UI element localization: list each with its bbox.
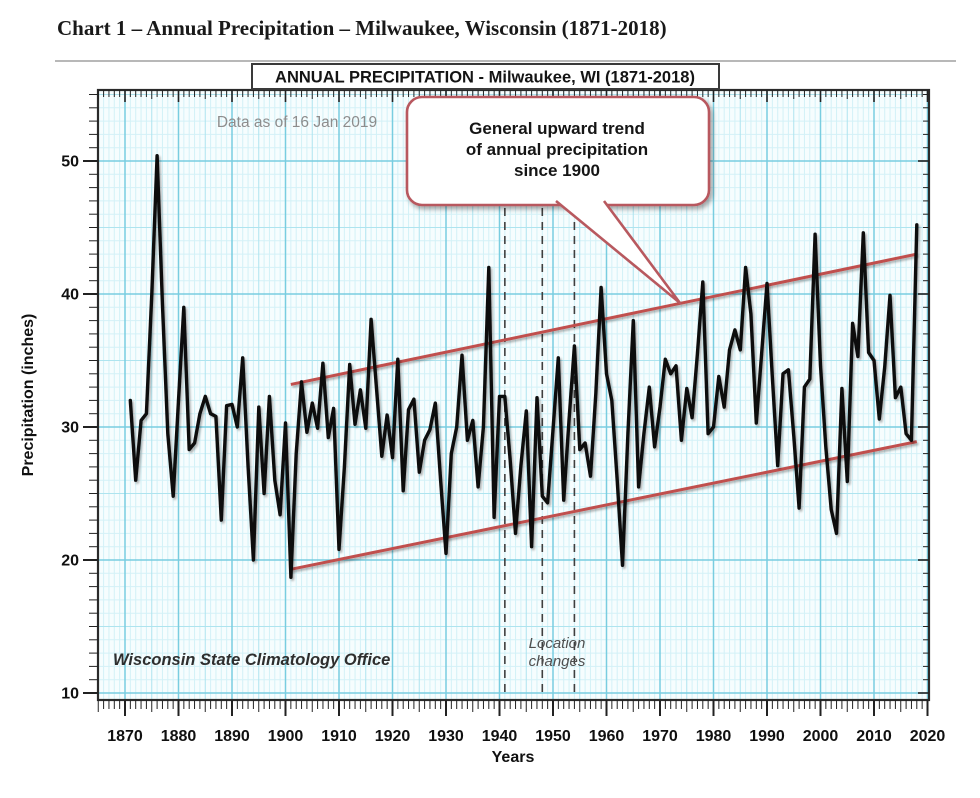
watermark: Wisconsin State Climatology Office: [113, 651, 390, 669]
callout-text-line2: of annual precipitation: [466, 140, 648, 159]
callout: General upward trend of annual precipita…: [405, 95, 711, 305]
x-tick-label-2010: 2010: [856, 728, 892, 745]
y-tick-label-40: 40: [61, 287, 79, 304]
callout-bubble: [405, 95, 711, 207]
chart-header-box: [251, 63, 720, 90]
x-tick-label-1870: 1870: [107, 728, 143, 745]
chart-header: ANNUAL PRECIPITATION - Milwaukee, WI (18…: [275, 69, 695, 87]
x-tick-label-1960: 1960: [589, 728, 625, 745]
location-note-line2: changes: [529, 653, 586, 670]
callout-text-line3: since 1900: [514, 161, 600, 180]
page-title: Chart 1 – Annual Precipitation – Milwauk…: [57, 16, 667, 40]
x-tick-label-1880: 1880: [161, 728, 197, 745]
y-tick-label-30: 30: [61, 420, 79, 437]
trend-line-lower-envelope: [290, 440, 918, 571]
y-tick-label-50: 50: [61, 154, 79, 171]
precipitation-series: [128, 154, 919, 579]
series-layer: [128, 154, 919, 579]
y-tick-label-20: 20: [61, 553, 79, 570]
x-tick-label-1930: 1930: [428, 728, 464, 745]
callout-text-line1: General upward trend: [469, 119, 645, 138]
x-tick-label-2020: 2020: [910, 728, 946, 745]
x-tick-label-1990: 1990: [749, 728, 785, 745]
ticks-layer: [83, 90, 929, 716]
x-tick-label-1890: 1890: [214, 728, 250, 745]
x-axis-title: Years: [492, 749, 535, 766]
x-tick-label-2000: 2000: [803, 728, 839, 745]
data-note: Data as of 16 Jan 2019: [217, 114, 377, 131]
x-tick-label-1970: 1970: [642, 728, 678, 745]
x-tick-label-1940: 1940: [482, 728, 518, 745]
location-change-lines-layer: [504, 208, 576, 698]
x-tick-label-1910: 1910: [321, 728, 357, 745]
x-tick-label-1900: 1900: [268, 728, 304, 745]
x-tick-label-1920: 1920: [375, 728, 411, 745]
y-tick-label-10: 10: [61, 686, 79, 703]
location-note-line1: Location: [529, 635, 586, 652]
tick-labels-layer: 1870 1880 1890 1900 1910 1920 1930 1940 1950 1960…: [61, 154, 945, 746]
x-tick-label-1950: 1950: [535, 728, 571, 745]
x-tick-label-1980: 1980: [696, 728, 732, 745]
y-axis-title: Precipitation (inches): [20, 314, 37, 477]
callout-tail: [555, 199, 682, 305]
grid-layer: [97, 91, 929, 699]
